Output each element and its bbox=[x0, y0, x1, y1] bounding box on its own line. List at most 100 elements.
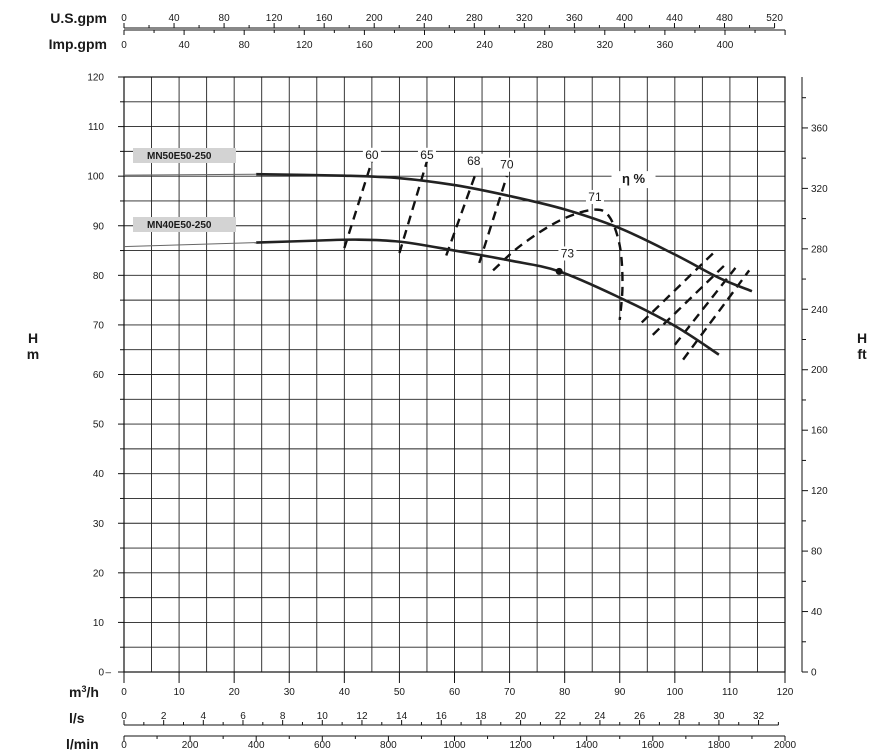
usgpm-tick-label: 480 bbox=[716, 13, 733, 24]
h-ft-tick-label: 280 bbox=[811, 244, 828, 255]
lmin-tick-label: 0 bbox=[121, 740, 127, 751]
h-m-tick-label: 70 bbox=[93, 320, 105, 331]
ft-right-axis-label: ft bbox=[857, 346, 867, 362]
lmin-tick-label: 400 bbox=[248, 740, 265, 751]
efficiency-label-60: 60 bbox=[365, 148, 379, 162]
h-m-zero-dash: – bbox=[105, 668, 111, 679]
usgpm-tick-label: 360 bbox=[566, 13, 583, 24]
ls-tick-label: 12 bbox=[356, 711, 368, 722]
ls-axis-label: l/s bbox=[69, 710, 85, 726]
lmin-tick-label: 2000 bbox=[774, 740, 797, 751]
usgpm-tick-label: 200 bbox=[366, 13, 383, 24]
efficiency-label-71: 71 bbox=[588, 190, 602, 204]
h-ft-tick-label: 40 bbox=[811, 607, 823, 618]
h-ft-tick-label: 80 bbox=[811, 547, 823, 558]
series-line-MN50E50-250 bbox=[256, 172, 753, 293]
series-lead-line bbox=[123, 173, 257, 176]
efficiency-curve-70 bbox=[478, 175, 508, 264]
ls-tick-label: 0 bbox=[121, 711, 127, 722]
series-lead-line bbox=[123, 242, 257, 248]
efficiency-curve-65 bbox=[682, 269, 751, 361]
h-m-tick-label: 100 bbox=[87, 172, 104, 183]
h-ft-tick-label: 320 bbox=[811, 184, 828, 195]
eta-label-bg bbox=[611, 171, 656, 189]
lmin-axis-label: l/min bbox=[66, 736, 99, 752]
efficiency-label-bg bbox=[558, 246, 577, 261]
grid bbox=[123, 76, 786, 673]
impgpm-tick-label: 240 bbox=[476, 40, 493, 51]
efficiency-label-bg bbox=[497, 157, 516, 172]
efficiency-label-bg bbox=[585, 189, 604, 204]
usgpm-tick-label: 280 bbox=[466, 13, 483, 24]
m3h-tick-label: 80 bbox=[559, 687, 571, 698]
h-m-tick-label: 90 bbox=[93, 221, 105, 232]
m3h-tick-label: 20 bbox=[229, 687, 241, 698]
impgpm-tick-label: 80 bbox=[239, 40, 251, 51]
h-m-tick-label: 10 bbox=[93, 618, 105, 629]
efficiency-curve-68 bbox=[673, 267, 737, 346]
efficiency-label-68: 68 bbox=[467, 154, 481, 168]
ls-tick-label: 32 bbox=[753, 711, 765, 722]
h-ft-tick-label: 120 bbox=[811, 486, 828, 497]
m3h-tick-label: 40 bbox=[339, 687, 351, 698]
impgpm-tick-label: 320 bbox=[596, 40, 613, 51]
h-m-tick-label: 110 bbox=[88, 122, 104, 133]
h-ft-tick-label: 360 bbox=[811, 123, 828, 134]
m3h-tick-label: 110 bbox=[722, 687, 738, 698]
h-m-tick-label: 30 bbox=[93, 519, 105, 530]
ls-tick-label: 20 bbox=[515, 711, 527, 722]
usgpm-tick-label: 320 bbox=[516, 13, 533, 24]
series-label-box bbox=[133, 148, 236, 163]
ls-tick-label: 28 bbox=[674, 711, 686, 722]
h-ft-tick-label: 0 bbox=[811, 668, 817, 679]
usgpm-tick-label: 40 bbox=[168, 13, 180, 24]
ls-tick-label: 18 bbox=[475, 711, 487, 722]
efficiency-curve-71 bbox=[640, 252, 715, 324]
h-ft-tick-label: 240 bbox=[811, 305, 828, 316]
lmin-tick-label: 200 bbox=[182, 740, 199, 751]
efficiency-label-bg bbox=[362, 147, 381, 162]
best-efficiency-point bbox=[555, 267, 563, 275]
ls-tick-label: 26 bbox=[634, 711, 646, 722]
ls-tick-label: 8 bbox=[280, 711, 286, 722]
ls-tick-label: 10 bbox=[317, 711, 329, 722]
impgpm-axis-label: Imp.gpm bbox=[49, 36, 107, 52]
lmin-tick-label: 1000 bbox=[443, 740, 466, 751]
usgpm-tick-label: 120 bbox=[266, 13, 283, 24]
h-ft-tick-label: 200 bbox=[811, 365, 828, 376]
ls-tick-label: 16 bbox=[436, 711, 448, 722]
h-left-axis-label: H bbox=[28, 330, 38, 346]
impgpm-tick-label: 40 bbox=[179, 40, 191, 51]
ls-tick-label: 22 bbox=[555, 711, 567, 722]
lmin-tick-label: 1400 bbox=[576, 740, 599, 751]
ls-tick-label: 4 bbox=[201, 711, 207, 722]
impgpm-tick-label: 200 bbox=[416, 40, 433, 51]
efficiency-label-bg bbox=[464, 153, 483, 168]
usgpm-axis-label: U.S.gpm bbox=[50, 10, 107, 26]
m3h-tick-label: 120 bbox=[777, 687, 794, 698]
m-left-axis-label: m bbox=[27, 346, 39, 362]
h-m-tick-label: 0 bbox=[98, 668, 104, 679]
usgpm-tick-label: 80 bbox=[219, 13, 231, 24]
efficiency-curves bbox=[343, 160, 751, 361]
usgpm-tick-label: 160 bbox=[316, 13, 333, 24]
h-m-tick-label: 40 bbox=[93, 469, 105, 480]
ls-tick-label: 30 bbox=[713, 711, 725, 722]
usgpm-tick-label: 0 bbox=[121, 13, 127, 24]
series-label-MN50E50-250: MN50E50-250 bbox=[147, 151, 212, 162]
efficiency-curve-60 bbox=[343, 160, 374, 249]
m3h-axis-label: m3/h bbox=[69, 684, 99, 700]
series-label-MN40E50-250: MN40E50-250 bbox=[147, 220, 212, 231]
ls-tick-label: 2 bbox=[161, 711, 167, 722]
efficiency-label-70: 70 bbox=[500, 158, 514, 172]
h-right-axis-label: H bbox=[857, 330, 867, 346]
h-ft-tick-label: 160 bbox=[811, 426, 828, 437]
lmin-tick-label: 1600 bbox=[642, 740, 665, 751]
m3h-tick-label: 100 bbox=[666, 687, 683, 698]
lmin-tick-label: 1800 bbox=[708, 740, 731, 751]
lmin-tick-label: 600 bbox=[314, 740, 331, 751]
ls-tick-label: 6 bbox=[240, 711, 246, 722]
m3h-tick-label: 70 bbox=[504, 687, 516, 698]
